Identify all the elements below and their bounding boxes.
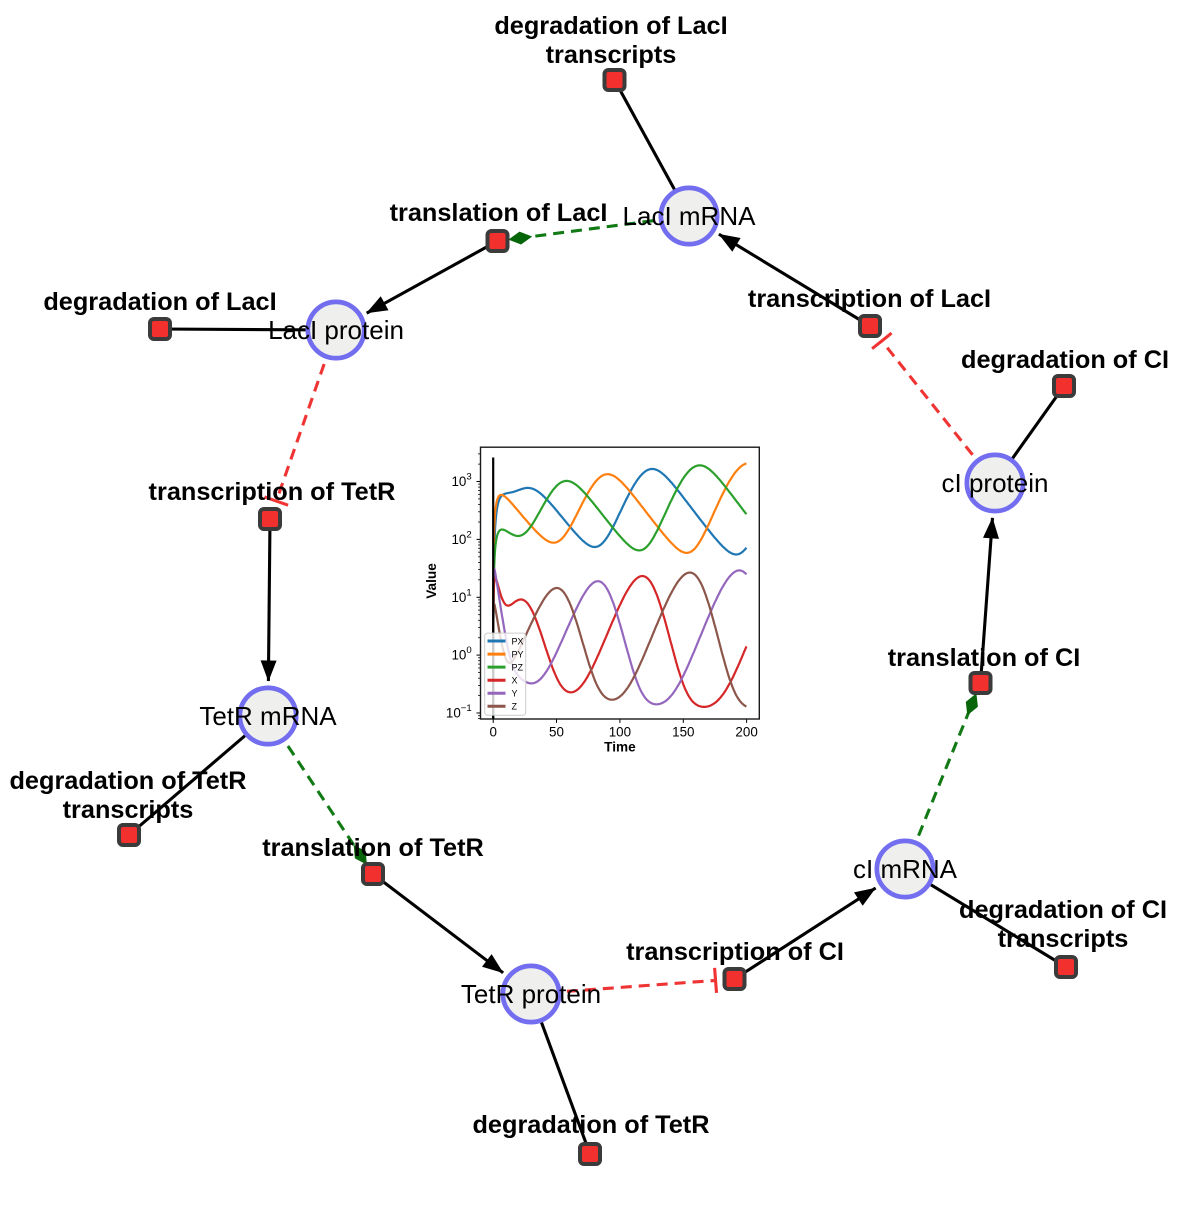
svg-text:10: 10 bbox=[451, 648, 466, 663]
svg-text:Z: Z bbox=[512, 702, 518, 712]
svg-text:degradation of LacI: degradation of LacI bbox=[494, 12, 727, 40]
svg-text:10: 10 bbox=[446, 706, 461, 721]
svg-text:0: 0 bbox=[489, 724, 496, 739]
svg-text:X: X bbox=[512, 676, 518, 686]
svg-text:PX: PX bbox=[512, 636, 524, 646]
svg-text:10: 10 bbox=[451, 532, 466, 547]
svg-text:LacI protein: LacI protein bbox=[268, 315, 404, 345]
svg-text:Value: Value bbox=[424, 563, 439, 599]
svg-text:TetR mRNA: TetR mRNA bbox=[199, 701, 337, 731]
svg-text:100: 100 bbox=[609, 724, 631, 739]
svg-text:TetR protein: TetR protein bbox=[461, 979, 601, 1009]
svg-text:1: 1 bbox=[466, 587, 471, 598]
svg-text:Time: Time bbox=[604, 740, 636, 755]
svg-text:50: 50 bbox=[549, 724, 564, 739]
svg-text:2: 2 bbox=[466, 529, 471, 540]
svg-text:transcription of TetR: transcription of TetR bbox=[149, 478, 396, 506]
svg-text:degradation of TetR: degradation of TetR bbox=[472, 1111, 709, 1139]
svg-text:0: 0 bbox=[466, 645, 471, 656]
svg-text:degradation of CI: degradation of CI bbox=[961, 346, 1169, 374]
svg-text:transcripts: transcripts bbox=[998, 925, 1129, 953]
svg-text:translation of TetR: translation of TetR bbox=[262, 834, 484, 862]
svg-text:translation of LacI: translation of LacI bbox=[390, 199, 608, 227]
svg-text:PY: PY bbox=[512, 649, 524, 659]
svg-text:degradation of LacI: degradation of LacI bbox=[43, 288, 276, 316]
svg-text:200: 200 bbox=[735, 724, 757, 739]
svg-text:150: 150 bbox=[672, 724, 694, 739]
svg-text:degradation of TetR: degradation of TetR bbox=[9, 767, 246, 795]
svg-text:cI mRNA: cI mRNA bbox=[853, 854, 958, 884]
svg-text:degradation of CI: degradation of CI bbox=[959, 896, 1167, 924]
svg-text:PZ: PZ bbox=[512, 662, 524, 672]
svg-text:transcripts: transcripts bbox=[63, 796, 194, 824]
svg-text:transcription of CI: transcription of CI bbox=[626, 938, 844, 966]
svg-text:10: 10 bbox=[451, 474, 466, 489]
svg-text:transcription of LacI: transcription of LacI bbox=[748, 285, 991, 313]
svg-text:translation of CI: translation of CI bbox=[888, 644, 1081, 672]
svg-text:transcripts: transcripts bbox=[546, 41, 677, 69]
svg-text:LacI mRNA: LacI mRNA bbox=[623, 201, 757, 231]
svg-text:Y: Y bbox=[512, 689, 518, 699]
svg-text:−1: −1 bbox=[461, 703, 472, 714]
svg-text:10: 10 bbox=[451, 590, 466, 605]
svg-text:cI protein: cI protein bbox=[942, 468, 1049, 498]
svg-text:3: 3 bbox=[466, 472, 471, 483]
